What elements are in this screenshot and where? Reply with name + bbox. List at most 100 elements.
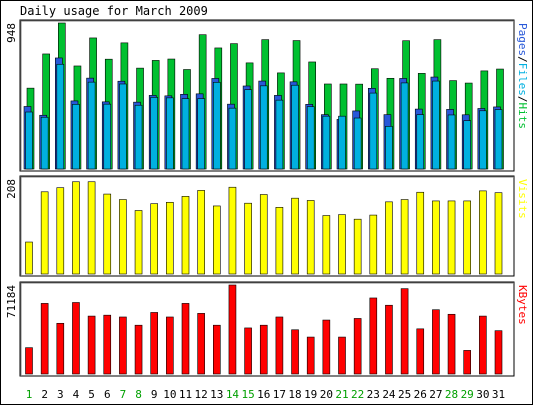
bar-files-day-18 bbox=[291, 84, 299, 170]
bar-kbytes-day-13 bbox=[213, 324, 221, 375]
bar-visits-day-20 bbox=[322, 215, 331, 275]
bar-visits-day-6 bbox=[103, 193, 112, 275]
bars-pages-files-hits bbox=[23, 22, 504, 170]
bar-visits-day-18 bbox=[291, 197, 299, 275]
bar-visits-day-24 bbox=[385, 201, 393, 275]
bar-kbytes-day-20 bbox=[322, 319, 331, 375]
x-tick-label-day-14: 14 bbox=[226, 388, 240, 401]
legend-part: KBytes bbox=[516, 285, 529, 325]
bar-visits-day-26 bbox=[416, 191, 425, 275]
bar-visits-day-31 bbox=[494, 192, 503, 275]
x-tick-label-day-1: 1 bbox=[26, 388, 33, 401]
x-tick-label-day-31: 31 bbox=[492, 388, 505, 401]
bar-visits-day-11 bbox=[181, 196, 190, 275]
x-tick-label-day-5: 5 bbox=[88, 388, 95, 401]
bar-visits-day-3 bbox=[56, 187, 65, 275]
bar-files-day-4 bbox=[72, 104, 80, 170]
x-tick-label-day-30: 30 bbox=[476, 388, 489, 401]
bar-kbytes-day-5 bbox=[87, 315, 96, 375]
bar-visits-day-22 bbox=[353, 218, 362, 275]
bar-kbytes-day-11 bbox=[181, 303, 190, 375]
bar-kbytes-day-7 bbox=[119, 316, 127, 375]
bar-visits-day-15 bbox=[244, 202, 252, 275]
bar-files-day-15 bbox=[244, 89, 252, 170]
bar-files-day-3 bbox=[56, 63, 65, 170]
x-tick-label-day-25: 25 bbox=[398, 388, 411, 401]
bar-files-day-26 bbox=[416, 114, 425, 170]
bar-files-day-31 bbox=[494, 109, 503, 170]
bar-visits-day-29 bbox=[463, 200, 472, 275]
bar-kbytes-day-18 bbox=[291, 329, 299, 375]
legend-part: Pages bbox=[516, 23, 529, 56]
x-tick-label-day-15: 15 bbox=[241, 388, 254, 401]
bar-kbytes-day-25 bbox=[400, 288, 409, 375]
bar-kbytes-day-2 bbox=[40, 303, 49, 375]
bar-files-day-21 bbox=[338, 115, 346, 170]
x-tick-label-day-21: 21 bbox=[335, 388, 348, 401]
x-tick-label-day-18: 18 bbox=[288, 388, 301, 401]
bars-visits bbox=[25, 181, 503, 275]
bar-visits-day-8 bbox=[134, 210, 143, 275]
bar-files-day-29 bbox=[463, 120, 472, 170]
bar-visits-day-19 bbox=[306, 200, 315, 275]
bar-visits-day-27 bbox=[432, 200, 440, 275]
bar-kbytes-day-4 bbox=[72, 302, 80, 375]
bar-visits-day-1 bbox=[25, 241, 33, 275]
bar-files-day-7 bbox=[119, 83, 127, 170]
x-tick-label-day-13: 13 bbox=[210, 388, 223, 401]
bar-files-day-30 bbox=[479, 110, 487, 170]
chart-title: Daily usage for March 2009 bbox=[20, 4, 208, 18]
bar-visits-day-10 bbox=[166, 201, 174, 275]
x-tick-label-day-6: 6 bbox=[104, 388, 111, 401]
bar-kbytes-day-3 bbox=[56, 322, 65, 375]
bar-files-day-22 bbox=[353, 117, 362, 170]
x-tick-label-day-10: 10 bbox=[163, 388, 176, 401]
bar-files-day-24 bbox=[385, 126, 393, 170]
legend-part: Hits bbox=[516, 103, 529, 130]
bar-kbytes-day-12 bbox=[197, 313, 205, 375]
bar-kbytes-day-16 bbox=[259, 324, 268, 375]
bar-visits-day-28 bbox=[447, 200, 456, 275]
bar-visits-day-7 bbox=[119, 199, 127, 275]
panel-legend-label: Visits bbox=[516, 179, 529, 219]
x-tick-label-day-4: 4 bbox=[73, 388, 80, 401]
bar-visits-day-5 bbox=[87, 181, 96, 275]
bar-visits-day-23 bbox=[369, 214, 378, 275]
bar-kbytes-day-26 bbox=[416, 328, 425, 375]
bar-kbytes-day-1 bbox=[25, 347, 33, 375]
bar-files-day-25 bbox=[400, 82, 409, 170]
x-tick-label-day-2: 2 bbox=[41, 388, 48, 401]
bar-files-day-2 bbox=[40, 116, 49, 170]
bar-files-day-1 bbox=[25, 111, 33, 170]
x-tick-label-day-3: 3 bbox=[57, 388, 64, 401]
panel-kbytes: 71184 KBytes bbox=[5, 281, 529, 377]
bar-visits-day-21 bbox=[338, 214, 346, 275]
bar-files-day-9 bbox=[150, 97, 158, 170]
x-tick-label-day-11: 11 bbox=[179, 388, 192, 401]
bar-kbytes-day-29 bbox=[463, 350, 472, 375]
bar-files-day-12 bbox=[197, 98, 205, 170]
bar-kbytes-day-9 bbox=[150, 312, 158, 375]
bar-kbytes-day-15 bbox=[244, 327, 252, 375]
legend-part: Visits bbox=[516, 179, 529, 219]
bar-files-day-13 bbox=[213, 81, 221, 170]
bar-files-day-19 bbox=[306, 106, 315, 170]
bar-files-day-20 bbox=[322, 115, 331, 170]
x-axis-day-labels: 1 2 3 4 5 6 7 8 9 10 11 12 13 14 15 16 17 18 19 20 21 22 23 24 2… bbox=[26, 388, 505, 401]
bar-files-day-11 bbox=[181, 98, 190, 170]
x-tick-label-day-19: 19 bbox=[304, 388, 317, 401]
x-tick-label-day-12: 12 bbox=[195, 388, 208, 401]
legend-part: / bbox=[516, 56, 529, 63]
bar-kbytes-day-31 bbox=[494, 330, 503, 375]
bar-kbytes-day-22 bbox=[353, 318, 362, 375]
legend-part: / bbox=[516, 96, 529, 103]
bar-visits-day-17 bbox=[275, 207, 284, 275]
bar-visits-day-30 bbox=[479, 190, 487, 275]
bar-visits-day-9 bbox=[150, 203, 158, 275]
x-tick-label-day-22: 22 bbox=[351, 388, 364, 401]
bar-visits-day-14 bbox=[228, 186, 237, 275]
bar-kbytes-day-27 bbox=[432, 309, 440, 375]
bars-kbytes bbox=[25, 284, 503, 375]
x-tick-label-day-28: 28 bbox=[445, 388, 458, 401]
